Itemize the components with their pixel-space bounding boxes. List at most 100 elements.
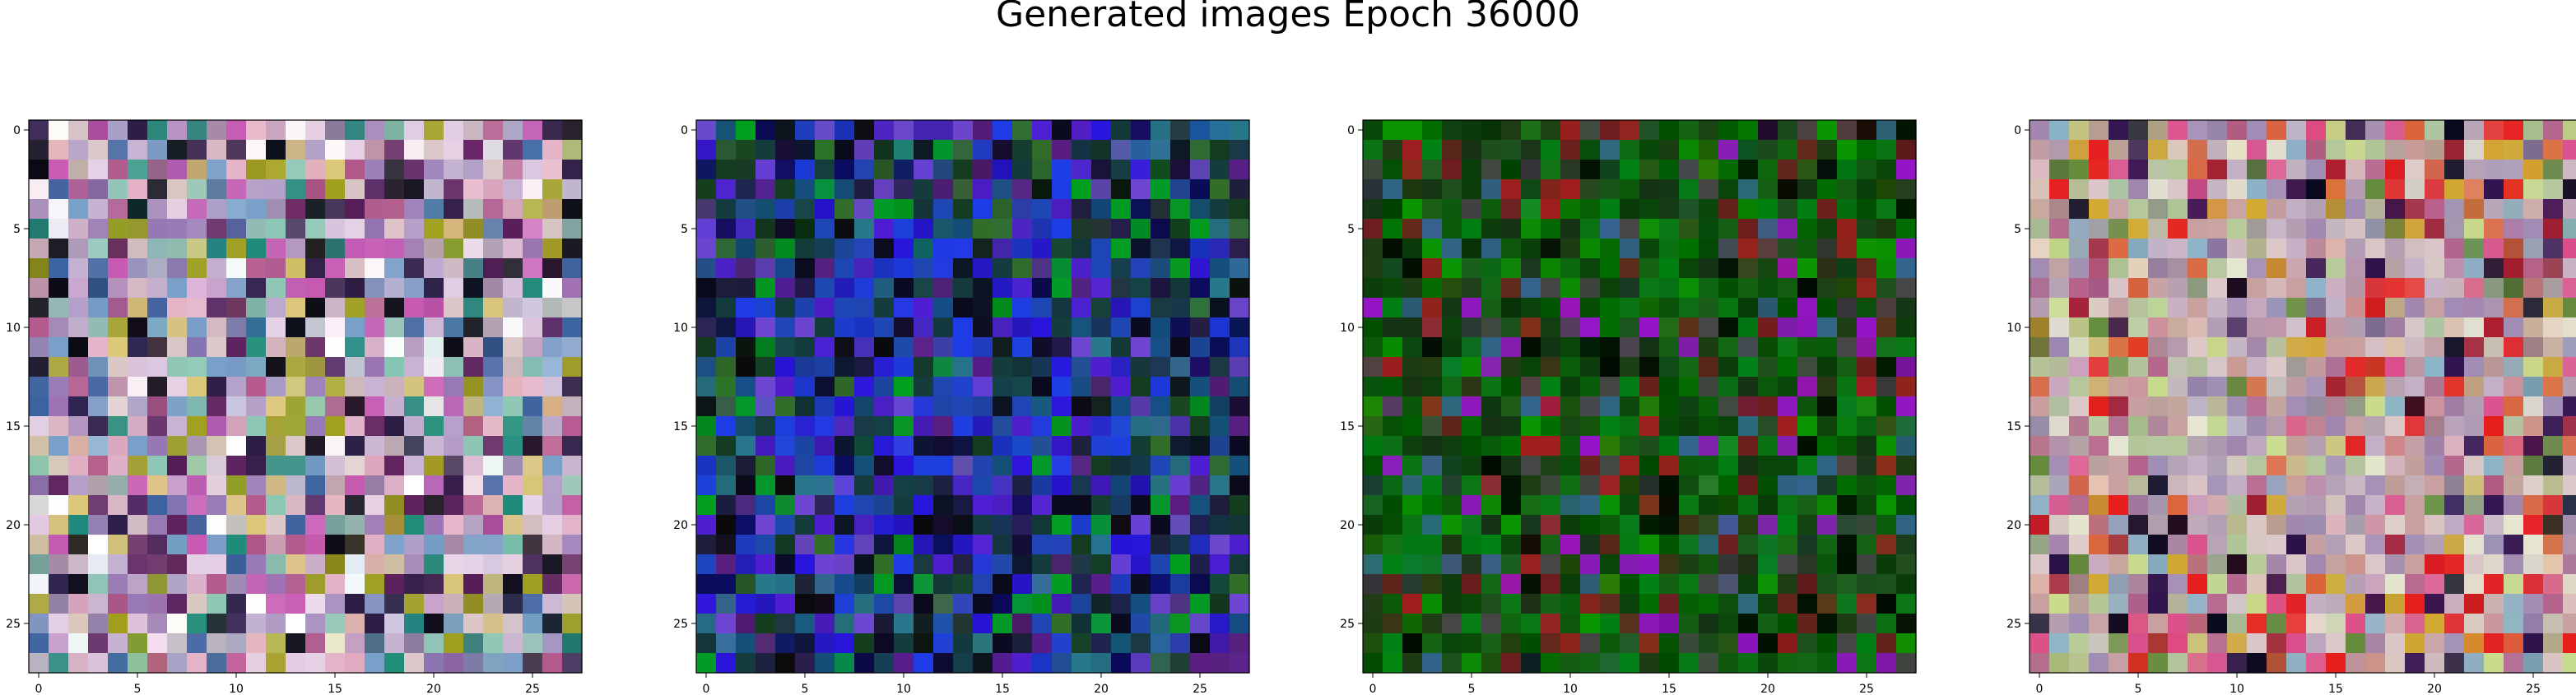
pixel-cell bbox=[1797, 653, 1818, 674]
pixel-cell bbox=[1857, 396, 1877, 417]
pixel-cell bbox=[2484, 219, 2504, 239]
pixel-cell bbox=[1639, 554, 1660, 575]
pixel-cell bbox=[404, 594, 425, 614]
pixel-cell bbox=[1402, 535, 1423, 555]
pixel-cell bbox=[463, 475, 484, 496]
pixel-cell bbox=[562, 633, 583, 654]
pixel-cell bbox=[1210, 278, 1230, 299]
pixel-cell bbox=[266, 456, 286, 476]
pixel-cell bbox=[305, 574, 326, 595]
pixel-cell bbox=[1679, 357, 1700, 378]
pixel-cell bbox=[914, 179, 934, 200]
pixel-cell bbox=[2306, 278, 2327, 299]
pixel-cell bbox=[1620, 436, 1640, 456]
pixel-cell bbox=[1797, 515, 1818, 535]
pixel-cell bbox=[894, 396, 914, 417]
pixel-cell bbox=[128, 179, 148, 200]
pixel-cell bbox=[226, 594, 247, 614]
pixel-cell bbox=[2385, 416, 2406, 437]
pixel-cell bbox=[2286, 416, 2307, 437]
pixel-cell bbox=[716, 574, 737, 595]
x-tick-label: 10 bbox=[896, 683, 911, 695]
pixel-cell bbox=[696, 633, 717, 654]
pixel-cell bbox=[1896, 357, 1917, 378]
pixel-cell bbox=[2444, 239, 2465, 259]
pixel-cell bbox=[1032, 495, 1053, 516]
pixel-cell bbox=[226, 298, 247, 318]
pixel-cell bbox=[2346, 535, 2366, 555]
pixel-cell bbox=[1151, 416, 1171, 437]
pixel-cell bbox=[1620, 653, 1640, 674]
pixel-cell bbox=[1679, 614, 1700, 634]
pixel-cell bbox=[1230, 535, 1250, 555]
pixel-cell bbox=[716, 594, 737, 614]
pixel-cell bbox=[1462, 535, 1482, 555]
pixel-cell bbox=[854, 160, 875, 180]
pixel-cell bbox=[1442, 337, 1462, 358]
pixel-cell bbox=[2128, 179, 2149, 200]
pixel-cell bbox=[108, 594, 128, 614]
pixel-cell bbox=[1170, 535, 1191, 555]
pixel-cell bbox=[2069, 219, 2090, 239]
pixel-cell bbox=[1896, 337, 1917, 358]
pixel-cell bbox=[1718, 357, 1739, 378]
pixel-cell bbox=[1896, 120, 1917, 141]
pixel-cell bbox=[1718, 160, 1739, 180]
pixel-cell bbox=[1857, 594, 1877, 614]
pixel-cell bbox=[1758, 278, 1779, 299]
pixel-cell bbox=[2365, 574, 2386, 595]
pixel-cell bbox=[2207, 554, 2228, 575]
pixel-cell bbox=[1032, 416, 1053, 437]
pixel-cell bbox=[187, 160, 207, 180]
pixel-cell bbox=[894, 140, 914, 160]
pixel-cell bbox=[1560, 357, 1581, 378]
pixel-cell bbox=[1600, 258, 1620, 279]
pixel-cell bbox=[1481, 614, 1502, 634]
pixel-cell bbox=[1111, 377, 1132, 397]
pixel-cell bbox=[1501, 495, 1522, 516]
pixel-cell bbox=[1052, 416, 1072, 437]
pixel-cell bbox=[108, 357, 128, 378]
pixel-cell bbox=[756, 594, 776, 614]
pixel-cell bbox=[424, 396, 444, 417]
pixel-cell bbox=[1170, 160, 1191, 180]
pixel-cell bbox=[266, 554, 286, 575]
pixel-cell bbox=[1679, 574, 1700, 595]
pixel-cell bbox=[2523, 633, 2544, 654]
pixel-cell bbox=[815, 357, 835, 378]
pixel-cell bbox=[775, 614, 796, 634]
pixel-cell bbox=[1422, 653, 1443, 674]
pixel-cell bbox=[1521, 298, 1541, 318]
pixel-cell bbox=[775, 357, 796, 378]
pixel-cell bbox=[365, 357, 385, 378]
pixel-cell bbox=[444, 653, 464, 674]
pixel-cell bbox=[1230, 574, 1250, 595]
pixel-cell bbox=[1442, 298, 1462, 318]
axes-frame bbox=[695, 119, 1250, 674]
pixel-cell bbox=[2148, 357, 2169, 378]
pixel-cell bbox=[1032, 653, 1053, 674]
pixel-cell bbox=[2306, 337, 2327, 358]
pixel-cell bbox=[1857, 377, 1877, 397]
pixel-cell bbox=[1620, 120, 1640, 141]
pixel-cell bbox=[68, 495, 89, 516]
pixel-cell bbox=[286, 357, 306, 378]
pixel-cell bbox=[2326, 199, 2346, 220]
pixel-cell bbox=[1857, 298, 1877, 318]
pixel-cell bbox=[246, 258, 267, 279]
pixel-cell bbox=[775, 594, 796, 614]
pixel-cell bbox=[1620, 219, 1640, 239]
pixel-cell bbox=[1896, 239, 1917, 259]
pixel-cell bbox=[2049, 199, 2070, 220]
pixel-cell bbox=[835, 653, 855, 674]
pixel-cell bbox=[2128, 594, 2149, 614]
pixel-cell bbox=[2326, 456, 2346, 476]
pixel-cell bbox=[246, 396, 267, 417]
pixel-cell bbox=[2030, 278, 2050, 299]
pixel-cell bbox=[29, 416, 49, 437]
pixel-cell bbox=[2069, 317, 2090, 338]
pixel-cell bbox=[933, 160, 954, 180]
pixel-cell bbox=[325, 416, 346, 437]
pixel-cell bbox=[2030, 554, 2050, 575]
pixel-cell bbox=[1699, 416, 1719, 437]
